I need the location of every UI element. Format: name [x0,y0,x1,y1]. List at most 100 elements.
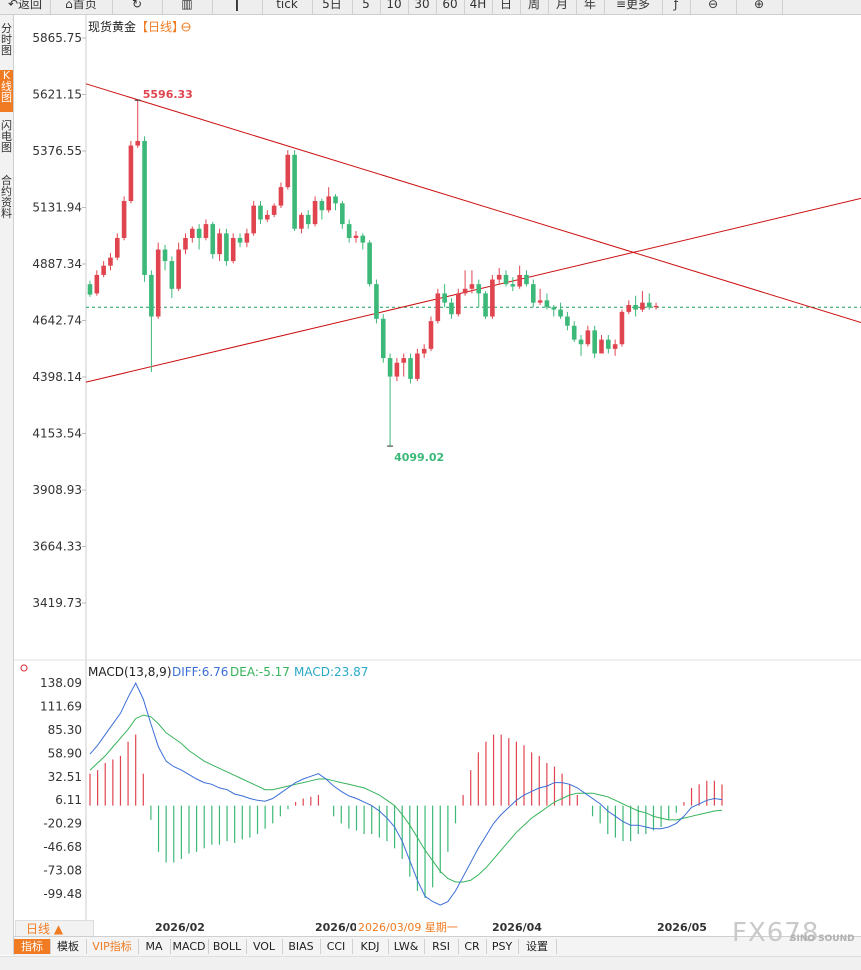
toolbar-item-bar-chart-icon[interactable]: ▥ [162,0,213,14]
indicator-tab-KDJ[interactable]: KDJ [352,939,389,954]
toolbar-item-refresh-icon[interactable]: ↻ [112,0,163,14]
trendline[interactable] [85,197,861,383]
candle [599,334,604,354]
toolbar-item-candlestick-icon[interactable]: ┃ [212,0,263,14]
candle [203,219,209,241]
macd-hist-value: MACD:23.87 [294,665,368,679]
toolbar-item-5[interactable]: 5 [352,0,381,14]
indicator-tab-模板[interactable]: 模板 [50,939,87,954]
candle [101,261,106,278]
price-tick-label: 3419.73 [32,596,82,610]
indicator-tab-VOL[interactable]: VOL [246,939,283,954]
instrument-name: 现货黄金 [88,19,136,34]
candle [251,201,256,236]
macd-tick-label: 111.69 [40,699,82,713]
side-tab-2[interactable]: 闪电图 [1,119,12,154]
macd-tick-label: 58.90 [48,746,82,760]
candle [374,279,379,324]
date-axis: 2026/02 2026/0: 2026/04 2026/05 2026/03/09 星… [155,919,707,935]
side-tab-3[interactable]: 合约资料 [1,174,12,220]
instrument-period[interactable]: 【日线】 [136,20,184,34]
toolbar-label: 5日 [322,0,342,11]
price-tick-label: 3664.33 [32,540,82,554]
candle [380,314,386,363]
indicator-tab-MACD[interactable]: MACD [170,939,209,954]
indicator-tab-LW&[interactable]: LW& [388,939,425,954]
candle [640,291,645,312]
candlesticks [87,100,659,447]
indicator-tab-CCI[interactable]: CCI [320,939,353,954]
macd-tick-label: -20.29 [43,817,82,831]
candle [265,210,270,222]
macd-settings[interactable] [20,664,28,672]
toolbar-item-tick[interactable]: tick [262,0,313,14]
macd-diff-value: DIFF:6.76 [172,665,228,679]
toolbar-label: tick [276,0,298,11]
sun-gear-icon[interactable] [20,664,28,672]
toolbar-item-月[interactable]: 月 [548,0,577,14]
toolbar-label: 10 [386,0,402,11]
date-tick-label: 2026/04 [492,921,542,934]
indicator-tab-BIAS[interactable]: BIAS [282,939,321,954]
gear-icon[interactable] [181,22,191,32]
macd-tick-label: 6.11 [55,793,82,807]
candle [258,201,263,225]
indicator-tab-设置[interactable]: 设置 [518,939,557,954]
trendlines[interactable] [85,83,861,383]
price-annotations: 5596.33 4099.02 [134,88,444,464]
indicator-tab-PSY[interactable]: PSY [486,939,519,954]
chart-canvas[interactable]: 现货黄金 【日线】 5865.75 5621.15 5376.55 5131.94 48… [0,0,861,936]
candle [312,196,318,227]
candle [496,268,502,285]
price-tick-label: 5376.55 [32,144,82,158]
candle [162,244,168,271]
candle [135,100,141,148]
candle [367,240,372,287]
candle [401,353,407,377]
toolbar-item-30[interactable]: 30 [408,0,437,14]
indicator-tab-BOLL[interactable]: BOLL [208,939,247,954]
candle [435,288,441,324]
candle [592,325,597,359]
price-tick-label: 5865.75 [32,31,82,45]
toolbar-item-周[interactable]: 周 [520,0,549,14]
candle [619,309,625,347]
toolbar-item-60[interactable]: 60 [436,0,465,14]
indicator-tab-指标[interactable]: 指标 [14,939,51,954]
toolbar-item-4H[interactable]: 4H [464,0,493,14]
price-tick-label: 5131.94 [32,201,82,215]
toolbar-item-首页[interactable]: ⌂首页 [50,0,113,14]
toolbar-item-返回[interactable]: ↶返回 [0,0,51,14]
price-tick-label: 4887.34 [32,257,82,271]
price-tick-label: 4642.74 [32,314,82,328]
candle [408,353,413,384]
trendline[interactable] [85,83,861,323]
toolbar-item-日[interactable]: 日 [492,0,521,14]
toolbar-item-年[interactable]: 年 [576,0,605,14]
side-tab-1[interactable]: K线图 [0,70,13,112]
toolbar-item-更多[interactable]: ≡更多 [604,0,663,14]
indicator-tab-MA[interactable]: MA [138,939,171,954]
candle [299,212,304,234]
candle [149,270,154,372]
toolbar-item-zoom-out-icon[interactable]: ⊖ [690,0,737,14]
macd-plot [89,681,723,906]
price-axis: 5865.75 5621.15 5376.55 5131.94 4887.34 4642.… [32,31,86,610]
toolbar-item-fx[interactable]: ƒfx [662,0,691,14]
toolbar-item-5日[interactable]: 5日 [312,0,353,14]
indicator-tab-VIP指标[interactable]: VIP指标 [86,939,139,954]
candle [476,279,482,308]
candle [224,228,229,266]
candle [626,300,632,315]
toolbar-item-zoom-in-icon[interactable]: ⊕ [736,0,783,14]
indicator-tab-RSI[interactable]: RSI [424,939,459,954]
toolbar-item-10[interactable]: 10 [380,0,409,14]
candle [176,242,181,292]
macd-axis: 138.09 111.69 85.30 58.90 32.51 6.11 -20.29 -46… [40,676,82,901]
side-tab-0[interactable]: 分时图 [1,22,12,57]
candle [190,226,195,243]
price-tick-label: 4398.14 [32,370,82,384]
indicator-tab-CR[interactable]: CR [458,939,487,954]
date-tick-label: 2026/0: [315,921,362,934]
candle [278,182,284,208]
